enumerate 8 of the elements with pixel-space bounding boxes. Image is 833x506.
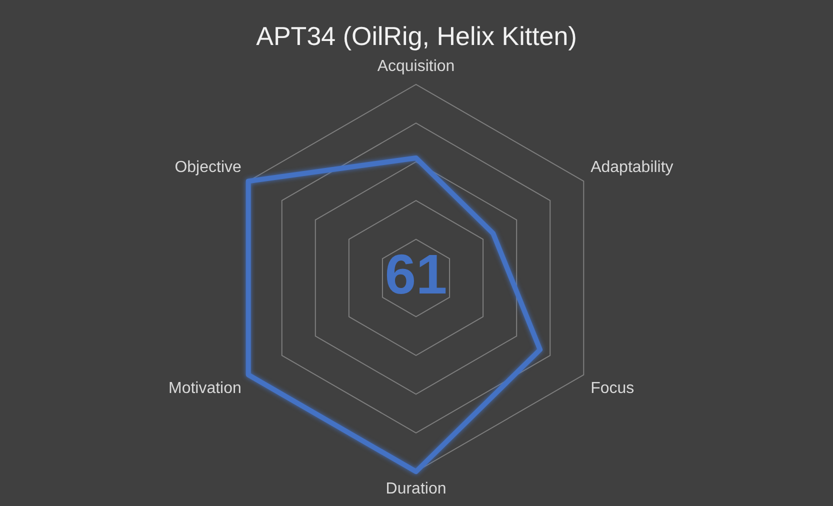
spoke-label: Objective <box>174 159 242 176</box>
spoke-label: Focus <box>590 380 634 397</box>
spoke-label: Adaptability <box>590 159 674 176</box>
spoke-label: Duration <box>386 480 446 498</box>
text: 61 <box>384 242 448 306</box>
spoke-label: Acquisition <box>377 58 455 76</box>
chart-title: APT34 (OilRig, Helix Kitten) <box>256 20 577 51</box>
spoke-label: Motivation <box>168 380 242 397</box>
